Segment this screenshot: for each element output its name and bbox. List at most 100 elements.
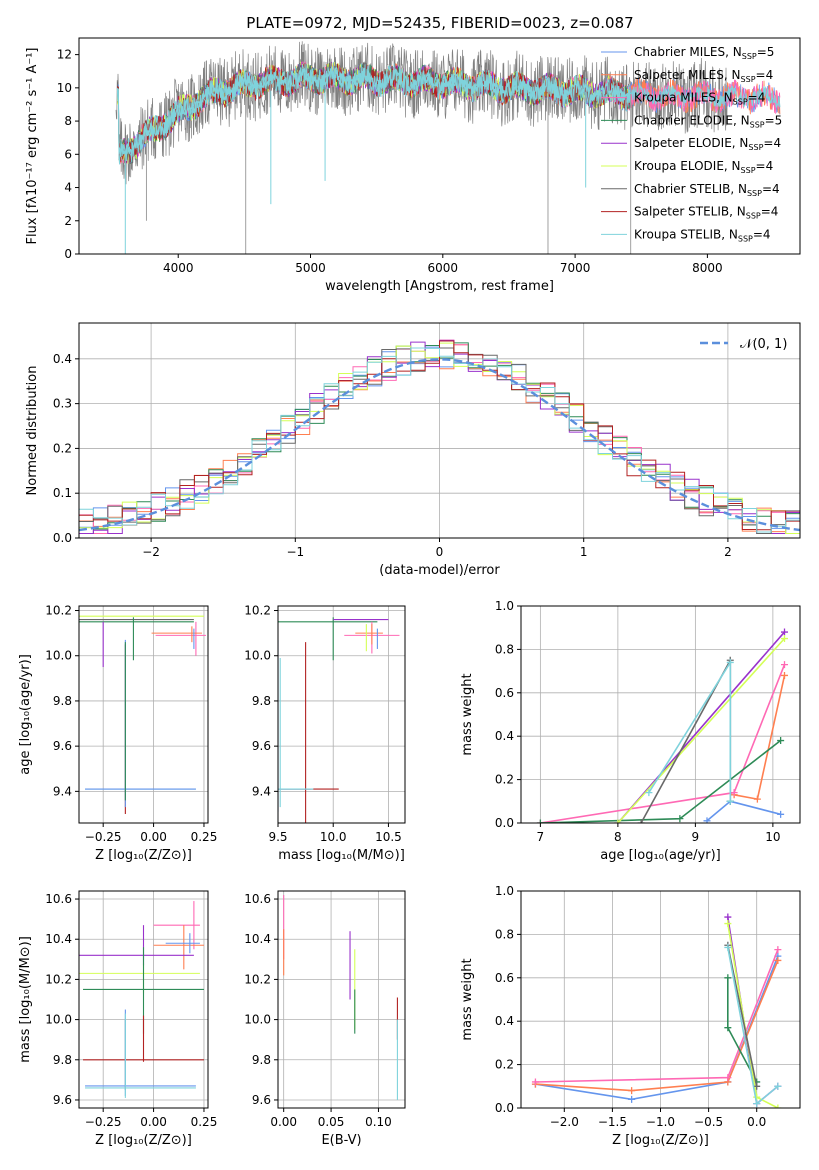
weight-age-marker — [730, 789, 738, 797]
age-z-ytick-label: 10.0 — [45, 649, 72, 663]
mass-ebv-frame — [277, 890, 406, 1109]
weight-age-ytick-label: 0.0 — [495, 816, 514, 830]
legend-entry: Salpeter MILES, NSSP=4 — [634, 68, 773, 84]
weight-z-marker — [628, 1087, 636, 1095]
model-line-kroupa-stelib — [117, 63, 632, 165]
age-mass-ytick-label: 9.8 — [252, 694, 271, 708]
weight-age-marker — [614, 819, 622, 823]
mass-z-ylabel: mass [log₁₀(M/M⊙)] — [18, 936, 33, 1063]
legend-entry: Chabrier STELIB, NSSP=4 — [634, 182, 780, 198]
mass-ebv-xtick-label: 0.00 — [270, 1115, 297, 1129]
weight-z-frame — [520, 890, 801, 1109]
weight-z-marker — [724, 974, 732, 982]
weight-age-line-kroupa-miles — [540, 664, 786, 823]
mass-z-ytick-label: 9.6 — [53, 1093, 72, 1107]
weight-age-ytick-label: 0.4 — [495, 729, 514, 743]
weight-age-xtick-label: 8 — [614, 830, 622, 844]
age-mass-xtick-label: 10.0 — [320, 830, 347, 844]
mass-z-ytick-label: 10.2 — [45, 972, 72, 986]
weight-age-line-chabrier-elodie — [540, 739, 782, 823]
weight-z-xtick-label: 0.0 — [747, 1115, 766, 1129]
residuals-ytick-label: 0.1 — [53, 486, 72, 500]
spectrum-legend: Chabrier MILES, NSSP=5 Salpeter MILES, NS… — [601, 45, 782, 243]
spectrum-ytick-label: 0 — [64, 247, 72, 261]
weight-z-marker — [724, 913, 732, 921]
weight-z-ytick-label: 0.8 — [495, 927, 514, 941]
residuals-ytick-label: 0.4 — [53, 352, 72, 366]
weight-age-marker — [536, 819, 544, 823]
spectrum-ytick-label: 12 — [57, 48, 72, 62]
weight-z-xtick-label: −0.5 — [694, 1115, 723, 1129]
mass-ebv-ytick-label: 9.8 — [252, 1053, 271, 1067]
weight-z-marker — [724, 1024, 732, 1032]
weight-age-marker — [637, 819, 645, 823]
spectrum-xtick-label: 4000 — [163, 261, 194, 275]
mass-ebv-ytick-label: 9.6 — [252, 1093, 271, 1107]
weight-z-marker — [774, 946, 782, 954]
weight-z-ytick-label: 0.0 — [495, 1101, 514, 1115]
normal-curve — [79, 358, 800, 532]
weight-age-marker — [726, 797, 734, 805]
weight-age-marker — [645, 789, 653, 797]
weight-z-marker — [724, 943, 732, 951]
mass-z-bars — [79, 901, 204, 1098]
age-z-xlabel: Z [log₁₀(Z/Z⊙)] — [95, 848, 192, 863]
age-z-ytick-label: 10.2 — [45, 604, 72, 618]
weight-z-line-salpeter-miles — [535, 960, 779, 1092]
weight-age-ytick-label: 0.6 — [495, 686, 514, 700]
age-z-xtick-label: 0.25 — [191, 830, 218, 844]
residuals-xtick-label: −1 — [286, 545, 304, 559]
legend-entry: Chabrier ELODIE, NSSP=5 — [634, 113, 782, 129]
weight-z-ylabel: mass weight — [460, 958, 475, 1040]
mass-ebv-ytick-label: 10.2 — [244, 972, 271, 986]
age-z-ytick-label: 9.6 — [53, 739, 72, 753]
weight-z-marker — [774, 1104, 782, 1108]
mass-ebv-xlabel: E(B-V) — [321, 1133, 361, 1148]
mass-z-frame — [78, 890, 209, 1109]
mass-z-xlabel: Z [log₁₀(Z/Z⊙)] — [95, 1133, 192, 1148]
mass-z-ytick-label: 9.8 — [53, 1053, 72, 1067]
mass-z-ytick-label: 10.6 — [45, 892, 72, 906]
weight-z-line-chabrier-stelib — [727, 945, 758, 1087]
age-mass-ytick-label: 9.6 — [252, 739, 271, 753]
residuals-xtick-label: 2 — [724, 545, 732, 559]
weight-z-ytick-label: 1.0 — [495, 884, 514, 898]
weight-age-frame — [520, 605, 801, 824]
age-mass-bars — [278, 617, 400, 823]
age-z-bars — [79, 615, 206, 814]
weight-age-marker — [726, 658, 734, 666]
normal-legend-label: 𝒩(0, 1) — [740, 337, 787, 352]
spectrum-xlabel: wavelength [Angstrom, rest frame] — [325, 279, 554, 294]
residuals-ytick-label: 0.3 — [53, 397, 72, 411]
residuals-xlabel: (data-model)/error — [379, 563, 500, 578]
spectrum-xtick-label: 6000 — [428, 261, 459, 275]
mass-z-xtick-label: −0.25 — [85, 1115, 122, 1129]
weight-z-marker — [774, 956, 782, 964]
weight-z-line-chabrier-miles — [535, 955, 779, 1101]
residuals-frame — [78, 322, 801, 539]
residuals-ytick-label: 0.2 — [53, 441, 72, 455]
weight-age-ytick-label: 0.2 — [495, 773, 514, 787]
weight-z-marker — [753, 1082, 761, 1090]
residuals-ytick-label: 0.0 — [53, 531, 72, 545]
weight-z-ytick-label: 0.2 — [495, 1058, 514, 1072]
spectrum-ytick-label: 10 — [57, 81, 72, 95]
mass-ebv-ytick-label: 10.0 — [244, 1013, 271, 1027]
residuals-ylabel: Normed distribution — [25, 366, 40, 496]
model-line-kroupa-stelib-top — [116, 66, 781, 157]
spectrum-ytick-label: 4 — [64, 181, 72, 195]
mass-z-xtick-label: 0.25 — [191, 1115, 218, 1129]
legend-entry: Kroupa STELIB, NSSP=4 — [634, 227, 771, 243]
weight-age-marker — [676, 815, 684, 823]
weight-z-series — [531, 913, 782, 1108]
spectrum-ytick-label: 8 — [64, 114, 72, 128]
weight-age-line-chabrier-miles — [706, 800, 781, 822]
spectrum-frame — [78, 37, 801, 255]
weight-z-marker — [724, 920, 732, 928]
weight-z-ytick-label: 0.4 — [495, 1014, 514, 1028]
legend-entry: Salpeter STELIB, NSSP=4 — [634, 205, 778, 221]
residuals-xtick-label: 1 — [580, 545, 588, 559]
age-z-xtick-label: −0.25 — [85, 830, 122, 844]
spectrum-title: PLATE=0972, MJD=52435, FIBERID=0023, z=0… — [246, 14, 633, 32]
mass-ebv-bars — [283, 895, 398, 1100]
